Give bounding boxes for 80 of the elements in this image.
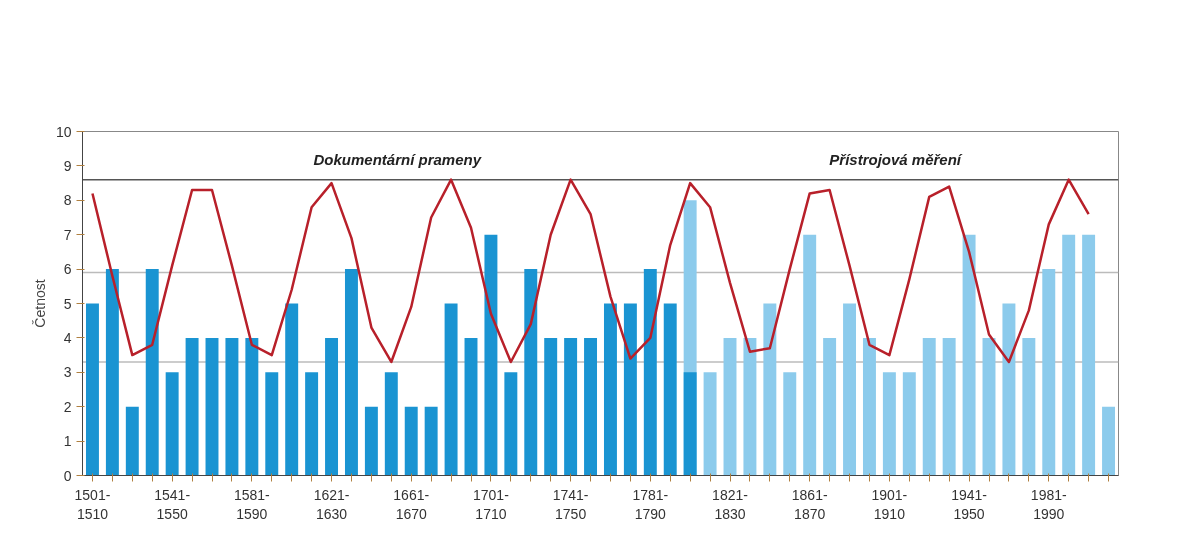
y-tick-label: 0 <box>63 467 72 484</box>
bar <box>205 337 219 476</box>
bar <box>504 372 518 476</box>
bar <box>564 337 578 476</box>
bar <box>663 303 677 476</box>
y-tick-label: 1 <box>63 433 72 450</box>
x-tick-label: 1661-1670 <box>393 486 430 522</box>
y-tick-label: 2 <box>63 398 72 415</box>
x-tick-label: 1981-1990 <box>1030 486 1068 522</box>
bar <box>245 337 259 476</box>
bar <box>484 234 498 476</box>
bar <box>404 406 418 476</box>
x-tick-label: 1741-1750 <box>552 486 589 522</box>
bar <box>444 303 458 476</box>
x-tick-label: 1501-1510 <box>74 486 111 522</box>
x-tick-label: 1901-1910 <box>871 486 908 522</box>
bar <box>683 372 697 476</box>
bar <box>862 337 876 476</box>
x-tick-label: 1621-1630 <box>313 486 350 522</box>
x-tick-label: 1941-1950 <box>951 486 988 522</box>
bar <box>1102 406 1116 476</box>
bar <box>424 406 438 476</box>
y-tick-label: 8 <box>63 192 72 209</box>
bar <box>723 337 737 476</box>
bar <box>603 303 617 476</box>
bar <box>823 337 837 476</box>
bar <box>843 303 857 476</box>
bar <box>85 303 99 476</box>
bar <box>1062 234 1076 476</box>
line-series <box>91 178 1090 364</box>
bar <box>1082 234 1096 476</box>
bar <box>743 337 757 476</box>
y-tick-label: 10 <box>55 123 72 140</box>
bar <box>105 269 119 476</box>
y-axis-title: Četnost <box>31 279 48 328</box>
bar <box>145 269 159 476</box>
bar <box>265 372 279 476</box>
bar <box>225 337 239 476</box>
bar <box>703 372 717 476</box>
y-tick-label: 5 <box>63 295 72 312</box>
bar <box>185 337 199 476</box>
bar <box>803 234 817 476</box>
bar <box>962 234 976 476</box>
bar <box>344 269 358 476</box>
bar <box>325 337 339 476</box>
bar <box>643 269 657 476</box>
bar <box>165 372 179 476</box>
x-tick-label: 1861-1870 <box>791 486 828 522</box>
bar <box>364 406 378 476</box>
x-tick-label: 1821-1830 <box>712 486 749 522</box>
annotation: Přístrojová měření <box>829 150 963 168</box>
x-tick-label: 1781-1790 <box>632 486 669 522</box>
y-tick-label: 3 <box>63 364 72 381</box>
y-tick-label: 4 <box>63 329 72 346</box>
bar <box>544 337 558 476</box>
x-tick-label: 1581-1590 <box>233 486 271 522</box>
bar <box>584 337 598 476</box>
bar <box>902 372 916 476</box>
bar <box>464 337 478 476</box>
x-tick-label: 1701-1710 <box>473 486 510 522</box>
y-tick-label: 6 <box>63 261 72 278</box>
bar <box>524 269 538 476</box>
bar <box>1002 303 1016 476</box>
y-tick-label: 7 <box>63 226 72 243</box>
bar <box>623 303 637 476</box>
bar <box>305 372 319 476</box>
bar <box>1022 337 1036 476</box>
x-tick-label: 1541-1550 <box>154 486 191 522</box>
bar <box>942 337 956 476</box>
y-tick-label: 9 <box>63 157 72 174</box>
bar <box>763 303 777 476</box>
bar <box>384 372 398 476</box>
bar <box>285 303 299 476</box>
bar <box>1042 269 1056 476</box>
annotation: Dokumentární prameny <box>313 150 482 168</box>
bar <box>783 372 797 476</box>
bar <box>125 406 139 476</box>
bar <box>882 372 896 476</box>
bar <box>982 337 996 476</box>
bar <box>922 337 936 476</box>
